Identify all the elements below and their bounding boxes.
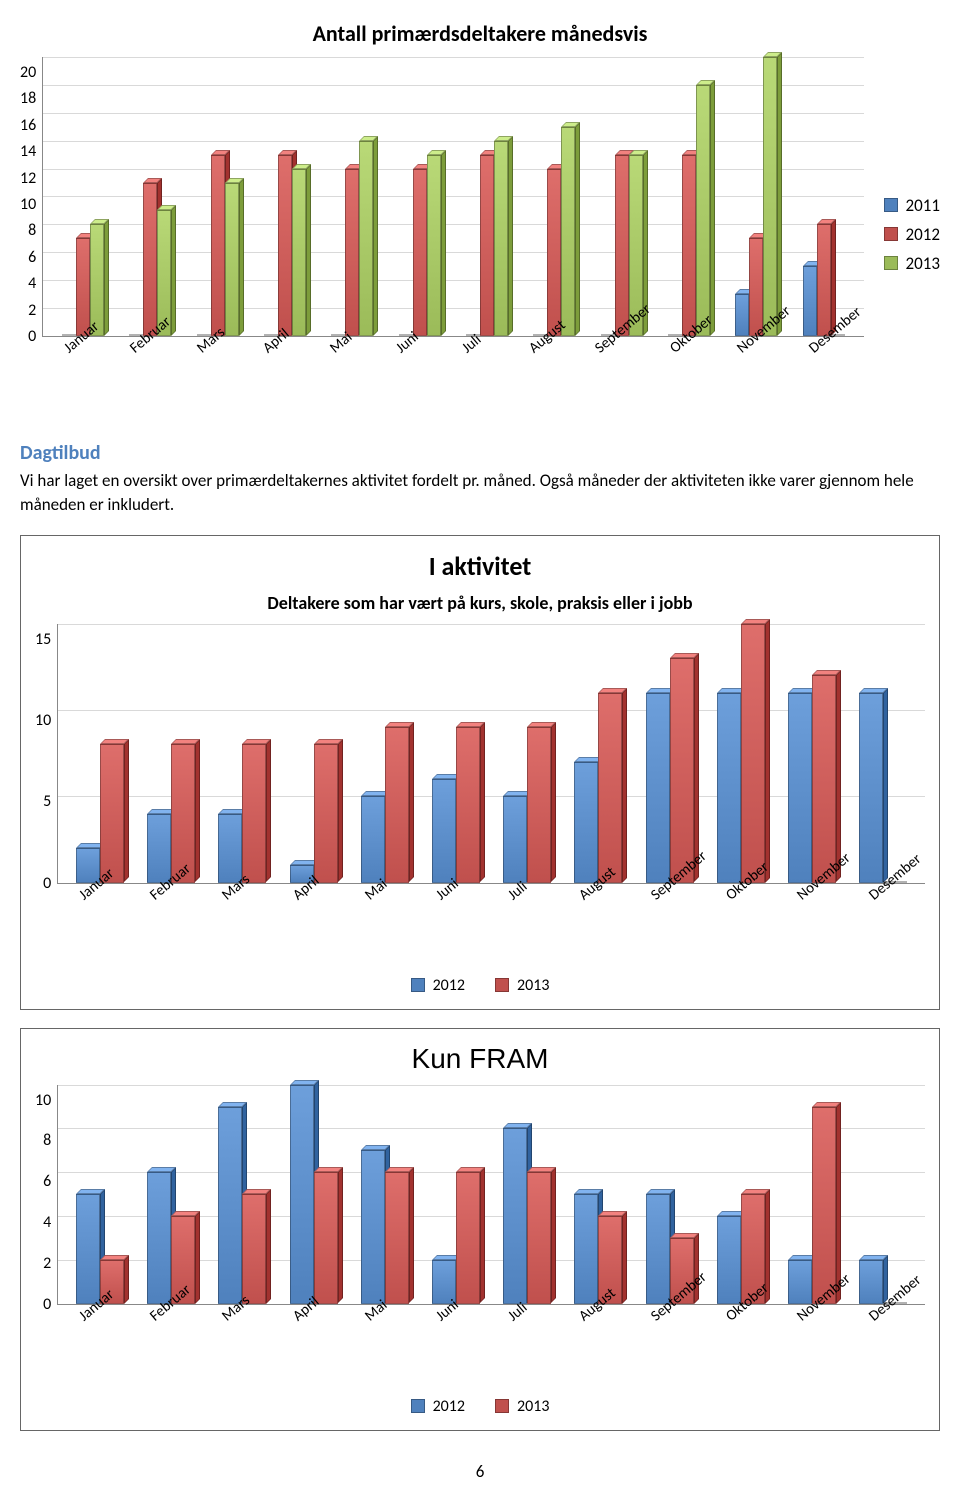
legend-label: 2013 bbox=[517, 976, 549, 995]
chart2-xaxis: JanuarFebruarMarsAprilMaiJuniJuliAugustS… bbox=[35, 888, 925, 916]
legend-item: 2013 bbox=[495, 1397, 549, 1416]
bar-group bbox=[49, 57, 116, 336]
legend-label: 2013 bbox=[906, 253, 940, 274]
bar-group bbox=[251, 57, 318, 336]
chart2-title: I aktivitet bbox=[35, 550, 925, 582]
chart1-yaxis: 02468101214161820 bbox=[20, 57, 42, 337]
chart3-legend: 2012 2013 bbox=[35, 1389, 925, 1424]
legend-label: 2012 bbox=[433, 1397, 465, 1416]
chart-aktivitet: I aktivitet Deltakere som har vært på ku… bbox=[20, 535, 940, 1010]
bar bbox=[646, 693, 670, 883]
legend-item: 2013 bbox=[884, 253, 940, 274]
legend-label: 2012 bbox=[906, 224, 940, 245]
bar-group bbox=[453, 57, 520, 336]
chart3-xaxis: JanuarFebruarMarsAprilMaiJuniJuliAugustS… bbox=[35, 1309, 925, 1337]
bar-group bbox=[184, 57, 251, 336]
page-number: 6 bbox=[20, 1461, 940, 1482]
legend-item: 2012 bbox=[411, 976, 465, 995]
bar-group bbox=[420, 624, 491, 883]
bar-group bbox=[563, 624, 634, 883]
legend-swatch bbox=[884, 198, 898, 212]
chart1-title: Antall primærdsdeltakere månedsvis bbox=[20, 20, 940, 47]
section-heading: Dagtilbud bbox=[20, 441, 940, 465]
bar-group bbox=[349, 624, 420, 883]
bar-group bbox=[135, 624, 206, 883]
legend-label: 2011 bbox=[906, 195, 940, 216]
bar bbox=[503, 1128, 527, 1303]
chart2-yaxis: 051015 bbox=[35, 624, 57, 884]
bar-group bbox=[64, 624, 135, 883]
chart1-xaxis: JanuarFebruarMarsAprilMaiJuniJuliAugustS… bbox=[20, 341, 864, 369]
legend-swatch bbox=[495, 978, 509, 992]
bar-group bbox=[588, 57, 655, 336]
bar bbox=[788, 693, 812, 883]
chart2-legend: 2012 2013 bbox=[35, 968, 925, 1003]
legend-swatch bbox=[884, 227, 898, 241]
bar-group bbox=[207, 624, 278, 883]
chart2-subtitle: Deltakere som har vært på kurs, skole, p… bbox=[35, 592, 925, 614]
legend-label: 2013 bbox=[517, 1397, 549, 1416]
bar-group bbox=[790, 57, 857, 336]
bar-group bbox=[723, 57, 790, 336]
bar-group bbox=[386, 57, 453, 336]
chart3-title: Kun FRAM bbox=[35, 1043, 925, 1075]
bar-group bbox=[278, 624, 349, 883]
bar-group bbox=[319, 57, 386, 336]
chart-kunfram: Kun FRAM 0246810 JanuarFebruarMarsAprilM… bbox=[20, 1028, 940, 1431]
legend-label: 2012 bbox=[433, 976, 465, 995]
bar bbox=[218, 1107, 242, 1304]
chart-primaer: Antall primærdsdeltakere månedsvis 02468… bbox=[20, 20, 940, 411]
legend-swatch bbox=[411, 1399, 425, 1413]
legend-item: 2011 bbox=[884, 195, 940, 216]
legend-swatch bbox=[495, 1399, 509, 1413]
bar bbox=[717, 693, 741, 883]
bar-group bbox=[655, 57, 722, 336]
chart3-yaxis: 0246810 bbox=[35, 1085, 57, 1305]
bar-group bbox=[492, 624, 563, 883]
legend-item: 2013 bbox=[495, 976, 549, 995]
body-text: Vi har laget en oversikt over primærdelt… bbox=[20, 469, 940, 517]
bar bbox=[859, 693, 883, 883]
chart1-bars bbox=[43, 57, 863, 336]
legend-item: 2012 bbox=[884, 224, 940, 245]
legend-swatch bbox=[411, 978, 425, 992]
bar-group bbox=[117, 57, 184, 336]
bar-group bbox=[521, 57, 588, 336]
chart1-legend: 2011 2012 2013 bbox=[864, 187, 940, 282]
bar bbox=[290, 1085, 314, 1304]
legend-swatch bbox=[884, 256, 898, 270]
legend-item: 2012 bbox=[411, 1397, 465, 1416]
